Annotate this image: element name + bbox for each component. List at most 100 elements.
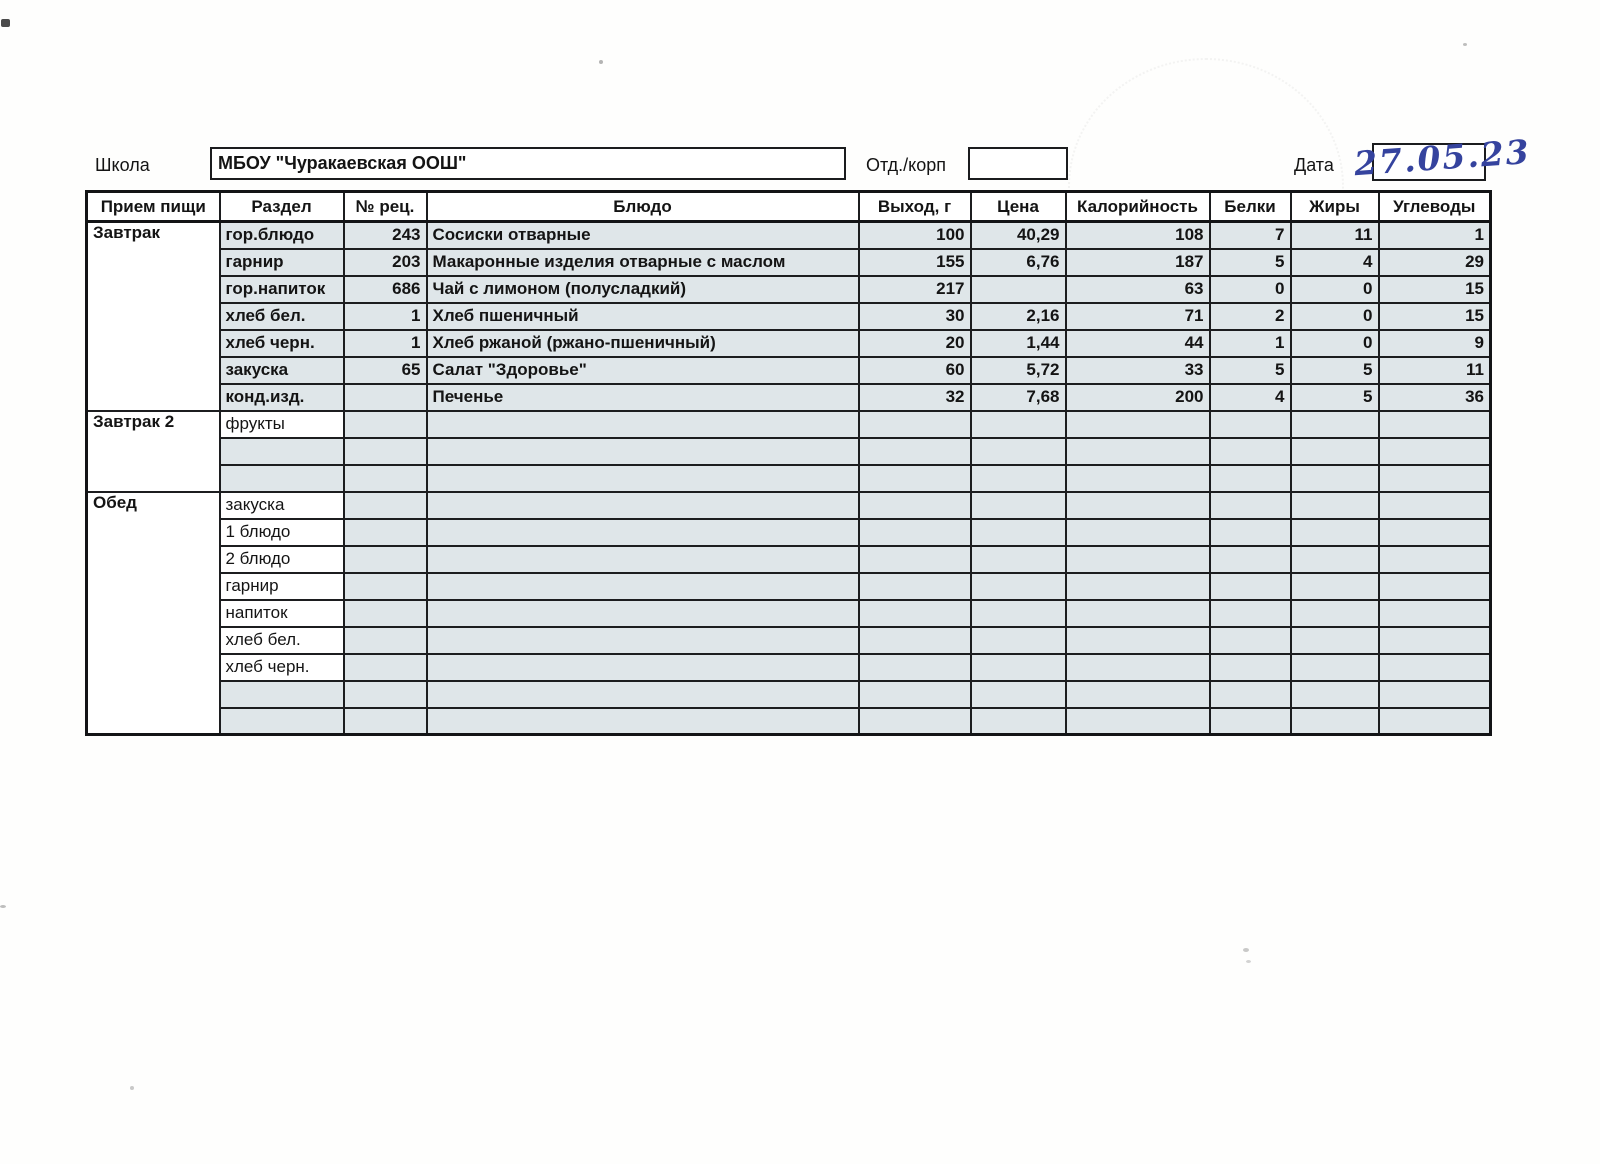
cell-fat: 11 bbox=[1289, 220, 1380, 250]
menu-row: хлеб черн. bbox=[87, 652, 1492, 682]
cell-razdel: гор.напиток bbox=[218, 274, 345, 304]
cell-rec-number: 203 bbox=[342, 247, 428, 277]
cell-carbs: 36 bbox=[1377, 382, 1492, 412]
cell-dish: Чай с лимоном (полусладкий) bbox=[425, 274, 860, 304]
cell-dish: Сосиски отварные bbox=[425, 220, 860, 250]
cell-razdel: фрукты bbox=[218, 409, 345, 439]
cell-fat bbox=[1289, 463, 1380, 493]
cell-calories bbox=[1064, 652, 1211, 682]
cell-carbs bbox=[1377, 571, 1492, 601]
column-header-2: № рец. bbox=[342, 190, 428, 223]
cell-fat bbox=[1289, 598, 1380, 628]
cell-protein bbox=[1208, 706, 1292, 736]
cell-carbs bbox=[1377, 706, 1492, 736]
cell-protein bbox=[1208, 625, 1292, 655]
cell-rec-number: 1 bbox=[342, 301, 428, 331]
cell-dish: Хлеб ржаной (ржано-пшеничный) bbox=[425, 328, 860, 358]
cell-calories: 71 bbox=[1064, 301, 1211, 331]
cell-protein bbox=[1208, 463, 1292, 493]
cell-fat bbox=[1289, 409, 1380, 439]
column-header-0: Прием пищи bbox=[85, 190, 221, 223]
cell-protein: 5 bbox=[1208, 355, 1292, 385]
cell-protein: 4 bbox=[1208, 382, 1292, 412]
cell-razdel: закуска bbox=[218, 490, 345, 520]
menu-row: хлеб бел. bbox=[87, 625, 1492, 655]
cell-rec-number bbox=[342, 463, 428, 493]
cell-output bbox=[857, 409, 972, 439]
date-box: 27.05.23 bbox=[1353, 132, 1532, 183]
school-label: Школа bbox=[95, 155, 150, 175]
menu-row bbox=[87, 706, 1492, 736]
cell-razdel: закуска bbox=[218, 355, 345, 385]
cell-carbs: 29 bbox=[1377, 247, 1492, 277]
cell-price bbox=[969, 706, 1067, 736]
department-value-box bbox=[968, 147, 1068, 180]
column-header-1: Раздел bbox=[218, 190, 345, 223]
scan-speck bbox=[1243, 948, 1249, 952]
cell-rec-number: 686 bbox=[342, 274, 428, 304]
cell-fat bbox=[1289, 652, 1380, 682]
cell-razdel: напиток bbox=[218, 598, 345, 628]
cell-protein bbox=[1208, 679, 1292, 709]
cell-output bbox=[857, 436, 972, 466]
cell-fat bbox=[1289, 679, 1380, 709]
cell-calories bbox=[1064, 409, 1211, 439]
cell-fat bbox=[1289, 571, 1380, 601]
cell-price bbox=[969, 463, 1067, 493]
cell-carbs: 1 bbox=[1377, 220, 1492, 250]
cell-price bbox=[969, 652, 1067, 682]
cell-price bbox=[969, 517, 1067, 547]
meal-section-label: Обед bbox=[85, 490, 221, 736]
school-name-box: МБОУ "Чуракаевская ООШ" bbox=[210, 147, 846, 180]
cell-razdel bbox=[218, 463, 345, 493]
cell-protein: 7 bbox=[1208, 220, 1292, 250]
cell-fat bbox=[1289, 706, 1380, 736]
cell-price bbox=[969, 544, 1067, 574]
cell-razdel: хлеб бел. bbox=[218, 625, 345, 655]
cell-calories bbox=[1064, 463, 1211, 493]
cell-calories bbox=[1064, 625, 1211, 655]
school-name-value: МБОУ "Чуракаевская ООШ" bbox=[218, 153, 467, 173]
cell-fat: 5 bbox=[1289, 382, 1380, 412]
cell-price bbox=[969, 598, 1067, 628]
cell-dish bbox=[425, 652, 860, 682]
handwritten-date: 27.05.23 bbox=[1352, 131, 1532, 184]
cell-calories bbox=[1064, 544, 1211, 574]
cell-carbs: 9 bbox=[1377, 328, 1492, 358]
menu-row: хлеб черн. 1 Хлеб ржаной (ржано-пшеничный)… bbox=[87, 328, 1492, 358]
cell-calories bbox=[1064, 598, 1211, 628]
cell-rec-number bbox=[342, 436, 428, 466]
cell-fat: 0 bbox=[1289, 328, 1380, 358]
cell-razdel: хлеб бел. bbox=[218, 301, 345, 331]
cell-rec-number bbox=[342, 706, 428, 736]
cell-calories bbox=[1064, 679, 1211, 709]
meal-section-label: Завтрак bbox=[85, 220, 221, 412]
menu-row: гарнир bbox=[87, 571, 1492, 601]
cell-fat: 5 bbox=[1289, 355, 1380, 385]
cell-output: 217 bbox=[857, 274, 972, 304]
cell-dish: Салат "Здоровье" bbox=[425, 355, 860, 385]
cell-output: 60 bbox=[857, 355, 972, 385]
cell-calories bbox=[1064, 571, 1211, 601]
cell-calories bbox=[1064, 517, 1211, 547]
cell-calories bbox=[1064, 490, 1211, 520]
cell-dish bbox=[425, 625, 860, 655]
cell-carbs bbox=[1377, 652, 1492, 682]
cell-output: 30 bbox=[857, 301, 972, 331]
cell-protein: 0 bbox=[1208, 274, 1292, 304]
menu-row: гарнир 203 Макаронные изделия отварные с м… bbox=[87, 247, 1492, 277]
cell-razdel bbox=[218, 436, 345, 466]
cell-price: 7,68 bbox=[969, 382, 1067, 412]
cell-price: 2,16 bbox=[969, 301, 1067, 331]
scan-speck bbox=[1463, 43, 1467, 46]
cell-dish bbox=[425, 517, 860, 547]
cell-output bbox=[857, 517, 972, 547]
cell-price bbox=[969, 679, 1067, 709]
cell-carbs bbox=[1377, 409, 1492, 439]
cell-calories: 63 bbox=[1064, 274, 1211, 304]
cell-protein bbox=[1208, 544, 1292, 574]
cell-carbs bbox=[1377, 436, 1492, 466]
cell-razdel: хлеб черн. bbox=[218, 652, 345, 682]
cell-carbs bbox=[1377, 544, 1492, 574]
